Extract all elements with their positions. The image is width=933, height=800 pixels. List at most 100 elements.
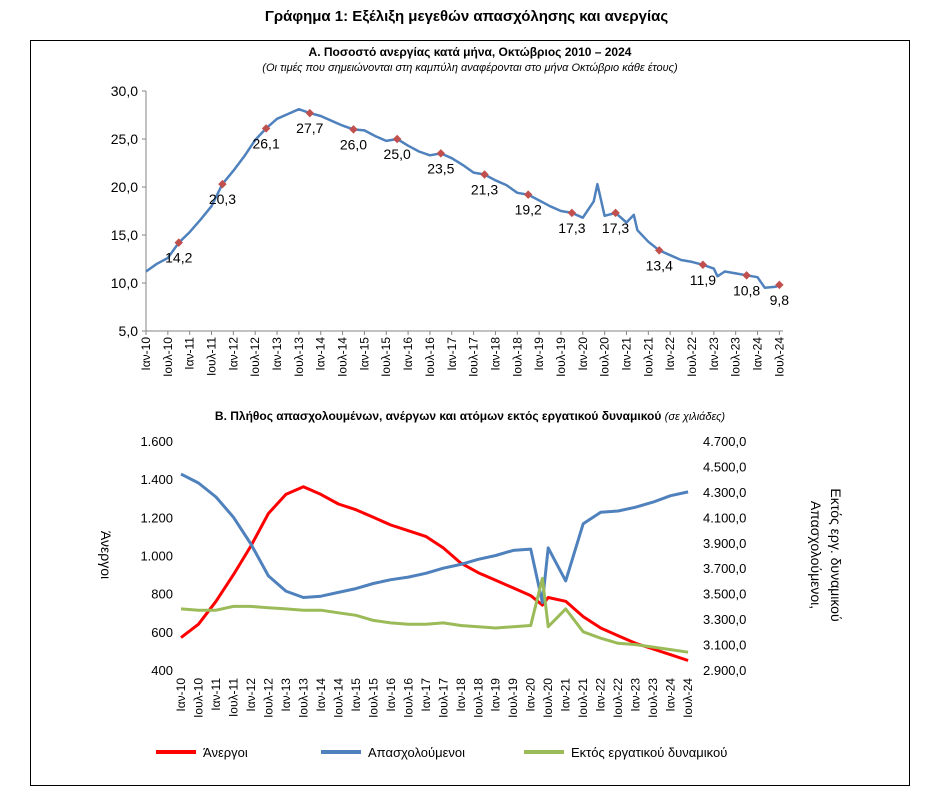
legend-label: Εκτός εργατικού δυναμικού <box>571 745 727 760</box>
x-tick-label: Ιουλ-23 <box>729 337 743 377</box>
x-tick-label: Ιαν-19 <box>532 337 546 371</box>
x-tick-label: Ιαν-20 <box>576 337 590 371</box>
y-left-tick-label: 1.000 <box>140 549 173 564</box>
october-marker <box>742 271 751 280</box>
data-label: 21,3 <box>471 182 498 198</box>
chart-a-subtitle: (Οι τιμές που σημειώνονται στη καμπύλη α… <box>262 62 678 74</box>
x-tick-label: Ιαν-24 <box>751 337 765 371</box>
data-label: 13,4 <box>646 257 673 273</box>
y-left-tick-label: 400 <box>151 663 173 678</box>
x-tick-label: Ιαν-17 <box>445 337 459 371</box>
legend-label: Άνεργοι <box>203 745 248 760</box>
october-marker <box>480 170 489 179</box>
x-tick-label: Ιαν-10 <box>139 337 153 371</box>
x-tick-label: Ιαν-16 <box>384 678 398 712</box>
data-label: 25,0 <box>384 146 411 162</box>
data-label: 23,5 <box>427 160 454 176</box>
x-tick-label: Ιαν-22 <box>594 678 608 712</box>
x-tick-label: Ιαν-23 <box>707 337 721 371</box>
x-tick-label: Ιαν-15 <box>357 337 371 371</box>
october-marker <box>567 208 577 218</box>
data-label: 11,9 <box>690 272 716 288</box>
data-label: 10,8 <box>733 282 760 298</box>
x-tick-label: Ιουλ-12 <box>248 337 262 377</box>
data-label: 19,2 <box>515 202 542 218</box>
x-tick-label: Ιαν-14 <box>314 678 328 712</box>
x-tick-label: Ιουλ-10 <box>191 678 205 718</box>
y-right-tick-label: 3.700,0 <box>703 561 746 576</box>
x-tick-label: Ιουλ-21 <box>641 337 655 377</box>
x-tick-label: Ιουλ-22 <box>685 337 699 377</box>
x-tick-label: Ιουλ-11 <box>205 337 219 376</box>
data-label: 26,1 <box>252 135 279 151</box>
figure-title: Γράφημα 1: Εξέλιξη μεγεθών απασχόλησης κ… <box>264 8 669 25</box>
data-label: 9,8 <box>770 292 790 308</box>
x-tick-label: Ιουλ-15 <box>366 678 380 718</box>
x-tick-label: Ιουλ-18 <box>510 337 524 377</box>
x-tick-label: Ιαν-14 <box>314 337 328 371</box>
y-right-tick-label: 4.500,0 <box>703 459 746 474</box>
x-tick-label: Ιουλ-12 <box>261 678 275 718</box>
x-tick-label: Ιαν-11 <box>183 337 197 370</box>
x-tick-label: Ιαν-12 <box>226 337 240 371</box>
y-left-tick-label: 1.200 <box>140 510 173 525</box>
panel-unemployment-rate: Α. Ποσοστό ανεργίας κατά μήνα, Οκτώβριος… <box>30 40 910 406</box>
series-line-0 <box>180 485 689 662</box>
october-marker <box>305 108 315 118</box>
y-right-tick-label: 3.500,0 <box>703 587 746 602</box>
x-tick-label: Ιουλ-19 <box>554 337 568 377</box>
series-line-2 <box>180 576 689 654</box>
x-tick-label: Ιουλ-21 <box>576 678 590 718</box>
chart-b-plot: 400 600 800 1.000 1.200 1.400 1.600 2.900,0 3.10… <box>98 434 844 760</box>
x-tick-label: Ιαν-18 <box>488 337 502 371</box>
y-tick-label: 10,0 <box>111 275 138 291</box>
chart-a-title: Α. Ποσοστό ανεργίας κατά μήνα, Οκτώβριος… <box>308 45 632 59</box>
x-tick-label: Ιουλ-10 <box>161 337 175 377</box>
data-label: 17,3 <box>602 220 629 236</box>
series-line-1 <box>180 472 689 605</box>
october-marker <box>436 149 446 158</box>
data-label: 27,7 <box>296 120 323 136</box>
x-tick-label: Ιουλ-13 <box>292 337 306 377</box>
y-right-tick-label: 4.700,0 <box>703 434 746 449</box>
x-tick-label: Ιαν-20 <box>524 678 538 712</box>
y-left-tick-label: 1.600 <box>140 434 173 449</box>
x-tick-label: Ιαν-23 <box>629 678 643 712</box>
y-right-tick-label: 4.300,0 <box>703 485 746 500</box>
october-marker <box>174 238 184 247</box>
unemployment-rate-line <box>145 107 780 290</box>
y-right-tick-label: 3.100,0 <box>703 638 746 653</box>
x-tick-label: Ιουλ-14 <box>331 678 345 718</box>
x-tick-label: Ιουλ-16 <box>423 337 437 377</box>
panel-population-counts: Β. Πλήθος απασχολουμένων, ανέργων και ατ… <box>30 405 910 786</box>
data-label: 17,3 <box>558 220 585 236</box>
x-tick-label: Ιουλ-20 <box>541 678 555 718</box>
x-tick-label: Ιουλ-14 <box>336 337 350 377</box>
chart-b-title-note: (σε χιλιάδες) <box>664 411 726 423</box>
x-tick-label: Ιαν-19 <box>489 678 503 712</box>
data-label: 14,2 <box>165 250 192 266</box>
chart-b-title: Β. Πλήθος απασχολουμένων, ανέργων και ατ… <box>214 409 662 423</box>
x-tick-label: Ιαν-10 <box>174 678 188 712</box>
x-tick-label: Ιουλ-24 <box>681 678 695 718</box>
x-tick-label: Ιαν-17 <box>419 678 433 712</box>
y-left-tick-label: 1.400 <box>140 472 173 487</box>
chart-a-plot: 5,0 10,0 15,0 20,0 25,0 30,0 Ιαν-10 Ιουλ-10 Ιαν-… <box>111 83 790 377</box>
x-tick-label: Ιαν-13 <box>279 678 293 712</box>
x-tick-label: Ιουλ-23 <box>646 678 660 718</box>
y-left-tick-label: 800 <box>151 587 173 602</box>
y-tick-label: 5,0 <box>119 323 139 339</box>
x-tick-label: Ιουλ-13 <box>296 678 310 718</box>
october-marker <box>349 125 358 134</box>
data-label: 26,0 <box>340 136 367 152</box>
y-tick-label: 30,0 <box>111 83 138 99</box>
x-tick-label: Ιουλ-15 <box>379 337 393 377</box>
y-right-tick-label: 4.100,0 <box>703 510 746 525</box>
x-tick-label: Ιαν-12 <box>244 678 258 712</box>
y-left-axis-title: Άνεργοι <box>98 531 114 579</box>
y-right-axis-title-line1: Απασχολούμενοι, <box>808 501 824 609</box>
x-tick-label: Ιουλ-17 <box>467 337 481 377</box>
x-tick-label: Ιαν-22 <box>663 337 677 371</box>
x-tick-label: Ιαν-16 <box>401 337 415 371</box>
y-right-tick-label: 3.300,0 <box>703 612 746 627</box>
